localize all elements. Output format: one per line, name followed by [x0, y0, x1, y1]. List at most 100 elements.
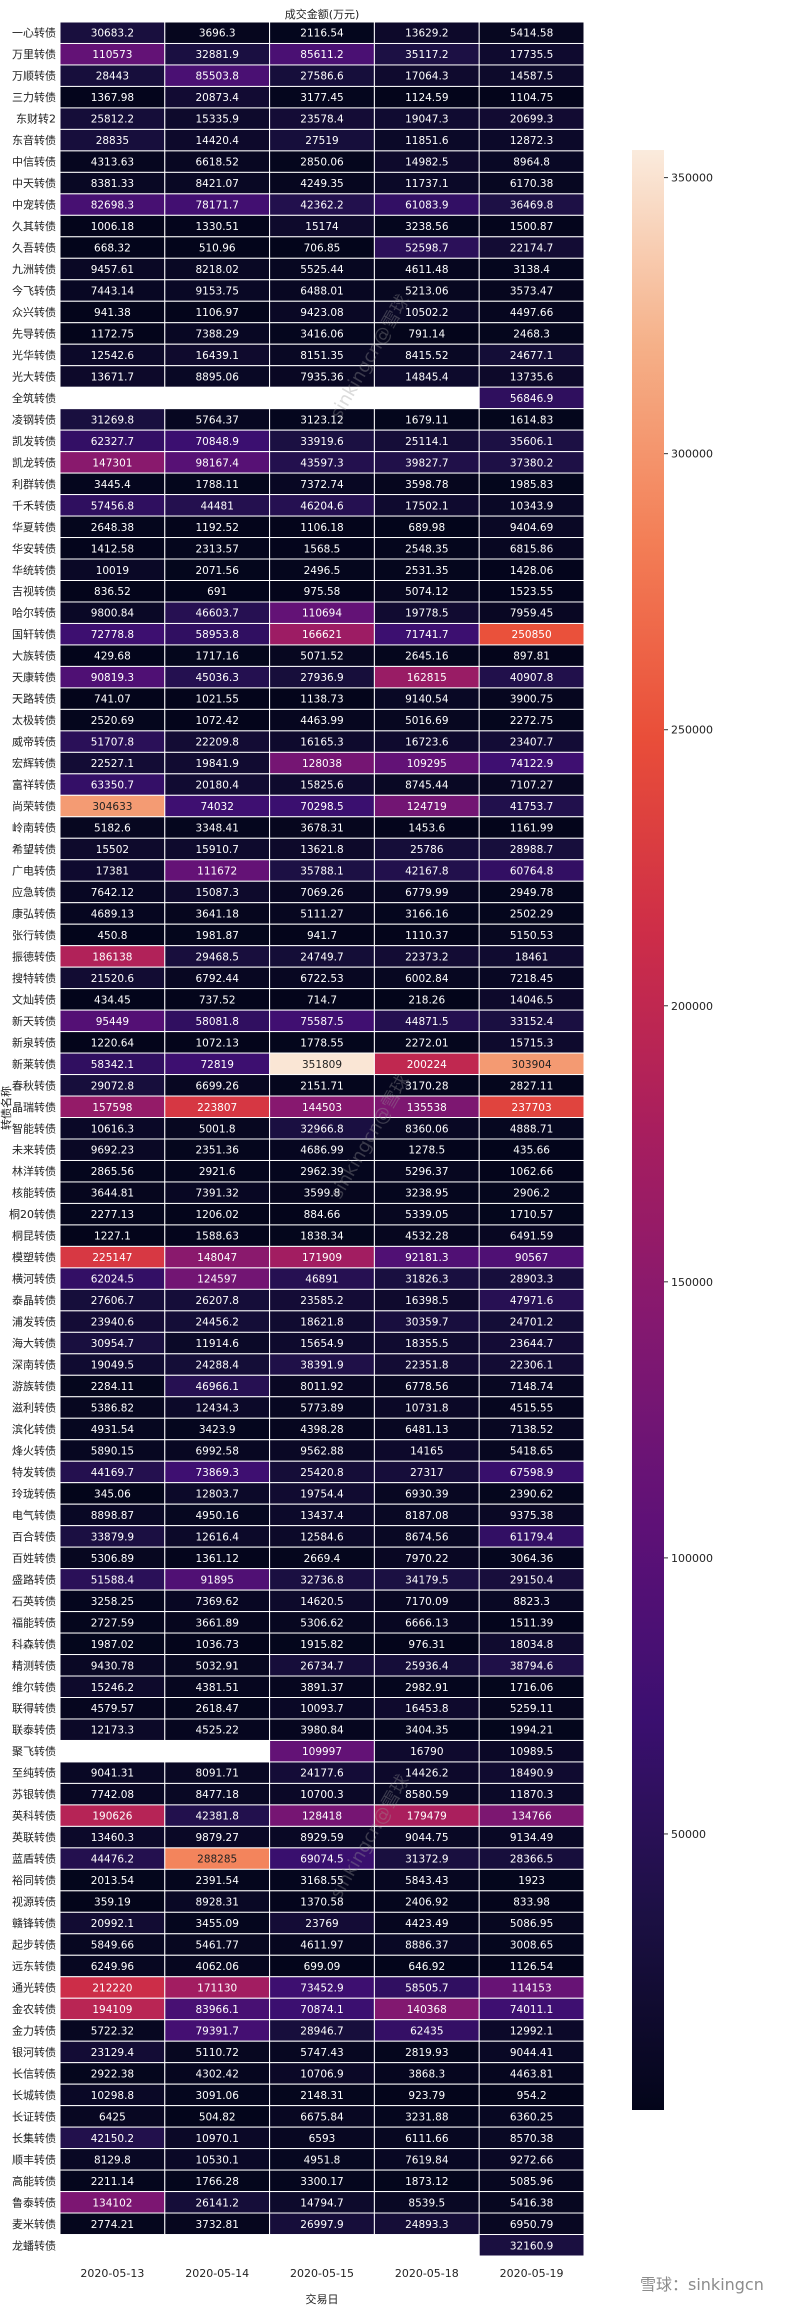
cell-value-label: 303904 — [512, 1059, 552, 1071]
cell-value-label: 3177.45 — [300, 92, 343, 104]
cell-value-label: 20992.1 — [91, 1918, 134, 1930]
cell-value-label: 12542.6 — [91, 350, 135, 362]
row-label: 滨化转债 — [12, 1422, 56, 1436]
cell-value-label: 29072.8 — [91, 1080, 134, 1092]
cell-value-label: 9430.78 — [91, 1660, 134, 1672]
row-label: 龙蟠转债 — [12, 2238, 56, 2252]
cell-value-label: 109997 — [302, 1746, 342, 1758]
row-label: 中宠转债 — [12, 198, 56, 212]
cell-value-label: 9044.75 — [405, 1832, 448, 1844]
cell-value-label: 8570.38 — [510, 2133, 553, 2145]
cell-value-label: 5032.91 — [195, 1660, 238, 1672]
cell-value-label: 22527.1 — [91, 758, 134, 770]
cell-value-label: 147301 — [92, 457, 132, 469]
cell-value-label: 7170.09 — [405, 1596, 448, 1608]
cell-value-label: 2351.36 — [195, 1145, 239, 1157]
cell-value-label: 24749.7 — [300, 951, 343, 963]
cell-value-label: 2502.29 — [510, 908, 553, 920]
cell-value-label: 791.14 — [408, 328, 445, 340]
cell-value-label: 223807 — [197, 1102, 237, 1114]
row-label: 英联转债 — [12, 1830, 56, 1844]
footer-watermark: 雪球：sinkingcn — [640, 2275, 764, 2294]
cell-value-label: 7148.74 — [510, 1381, 554, 1393]
cell-value-label: 39827.7 — [405, 457, 448, 469]
colorbar-gradient — [632, 150, 664, 2110]
cell-value-label: 3170.28 — [405, 1080, 448, 1092]
row-label: 泰晶转债 — [12, 1293, 56, 1307]
cell-value-label: 144503 — [302, 1102, 342, 1114]
cell-value-label: 17735.5 — [510, 49, 553, 61]
cell-value-label: 9800.84 — [91, 608, 135, 620]
cell-value-label: 10019 — [96, 565, 129, 577]
row-label: 大族转债 — [12, 649, 56, 663]
cell-value-label: 3238.56 — [405, 221, 449, 233]
cell-value-label: 27936.9 — [300, 672, 343, 684]
row-label: 顺丰转债 — [12, 2152, 56, 2166]
column-labels: 2020-05-13 2020-05-14 2020-05-15 2020-05-18… — [80, 2267, 563, 2280]
row-label: 利群转债 — [12, 477, 56, 491]
row-label: 宏辉转债 — [12, 756, 56, 770]
cell-value-label: 2949.78 — [510, 887, 553, 899]
cell-value-label: 2648.38 — [91, 522, 134, 534]
cell-value-label: 18490.9 — [510, 1768, 553, 1780]
row-label: 凯龙转债 — [12, 455, 56, 469]
row-label: 起步转债 — [12, 1938, 56, 1952]
cell-value-label: 6778.56 — [405, 1381, 449, 1393]
cell-value-label: 6488.01 — [300, 286, 343, 298]
row-label: 康弘转债 — [12, 906, 56, 920]
cell-value-label: 1062.66 — [510, 1166, 554, 1178]
cell-value-label: 4950.16 — [195, 1510, 239, 1522]
cell-value-label: 166621 — [302, 629, 342, 641]
cell-value-label: 1710.57 — [510, 1209, 553, 1221]
cell-value-label: 91895 — [200, 1574, 233, 1586]
cell-value-label: 1106.18 — [300, 522, 343, 534]
cell-value-label: 24701.2 — [510, 1317, 553, 1329]
cell-value-label: 1873.12 — [405, 2176, 448, 2188]
row-label: 特发转债 — [12, 1465, 56, 1479]
row-label: 众兴转债 — [12, 305, 56, 319]
cell-value-label: 25812.2 — [91, 114, 134, 126]
cell-value-label: 2151.71 — [300, 1080, 343, 1092]
cell-value-label: 3598.78 — [405, 479, 448, 491]
cell-value-label: 5416.38 — [510, 2197, 553, 2209]
cell-value-label: 46966.1 — [195, 1381, 238, 1393]
row-label: 凯发转债 — [12, 434, 56, 448]
cell-value-label: 27586.6 — [300, 71, 344, 83]
cell-value-label: 434.45 — [94, 994, 131, 1006]
cell-value-label: 6481.13 — [405, 1424, 448, 1436]
cell-value-label: 33919.6 — [300, 436, 344, 448]
cell-value-label: 4463.99 — [300, 715, 343, 727]
cell-value-label: 8886.37 — [405, 1940, 448, 1952]
cell-value-label: 741.07 — [94, 694, 131, 706]
cell-value-label: 218.26 — [408, 994, 445, 1006]
cell-value-label: 2496.5 — [304, 565, 341, 577]
cell-value-label: 8964.8 — [513, 157, 550, 169]
cell-value-label: 5213.06 — [405, 286, 449, 298]
y-axis-title: 转债名称 — [0, 1086, 13, 1130]
row-label: 中信转债 — [12, 155, 56, 169]
cell-value-label: 8745.44 — [405, 780, 449, 792]
cell-value-label: 1412.58 — [91, 543, 134, 555]
cell-value-label: 6675.84 — [300, 2111, 344, 2123]
cell-value-label: 1788.11 — [195, 479, 238, 491]
cell-value-label: 3404.35 — [405, 1725, 448, 1737]
cell-value-label: 7218.45 — [510, 973, 553, 985]
cell-value-label: 6170.38 — [510, 178, 553, 190]
row-label: 模塑转债 — [12, 1250, 56, 1264]
cell-value-label: 32160.9 — [510, 2240, 553, 2252]
cell-value-label: 691 — [207, 586, 227, 598]
cell-value-label: 689.98 — [408, 522, 445, 534]
cell-value-label: 42362.2 — [300, 200, 343, 212]
row-label: 新天转债 — [12, 1014, 56, 1028]
cell-value-label: 46204.6 — [300, 500, 344, 512]
row-label: 岭南转债 — [12, 821, 56, 835]
cell-value-label: 2865.56 — [91, 1166, 135, 1178]
cell-value-label: 737.52 — [199, 994, 236, 1006]
cell-value-label: 5747.43 — [300, 2047, 343, 2059]
cell-value-label: 83966.1 — [195, 2004, 238, 2016]
cell-value-label: 7391.32 — [195, 1188, 238, 1200]
cell-value-label: 7970.22 — [405, 1553, 448, 1565]
cell-value-label: 14587.5 — [510, 71, 553, 83]
cell-value-label: 2391.54 — [195, 1875, 239, 1887]
cell-value-label: 20699.3 — [510, 114, 553, 126]
